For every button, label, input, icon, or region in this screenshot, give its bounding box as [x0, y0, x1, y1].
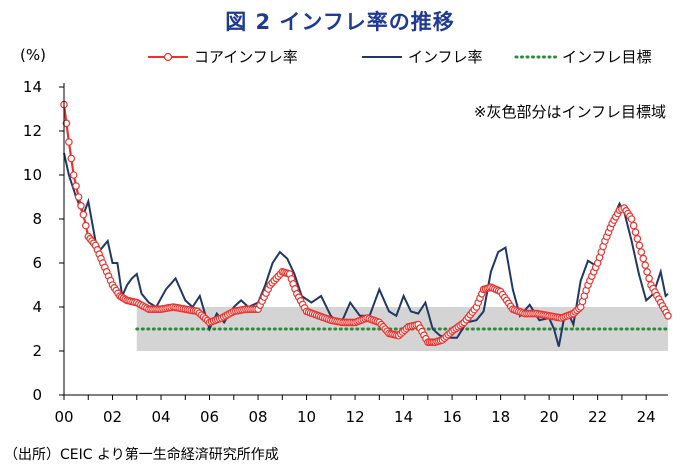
- series-point: [74, 193, 83, 201]
- series-point: [77, 202, 85, 210]
- series-point: [629, 221, 638, 230]
- legend: コアインフレ率 インフレ率 インフレ目標: [148, 48, 652, 66]
- chart-title: 図 2 インフレ率の推移: [225, 10, 455, 34]
- series-point: [639, 254, 648, 263]
- series-point: [67, 154, 76, 163]
- series-layer: [60, 100, 672, 347]
- legend-marker: [163, 52, 173, 62]
- x-tick-label: 18: [491, 408, 510, 426]
- series-point: [645, 274, 653, 283]
- x-tick-label: 02: [103, 408, 122, 426]
- y-tick-label: 6: [32, 254, 42, 272]
- y-tick-label: 2: [32, 342, 42, 360]
- y-tick-label: 0: [32, 386, 42, 404]
- x-tick-label: 24: [637, 408, 656, 426]
- series-point: [637, 248, 646, 256]
- series-point: [631, 228, 640, 237]
- y-tick-label: 14: [23, 78, 42, 96]
- legend-label-2: インフレ目標: [562, 48, 652, 66]
- y-tick-label: 12: [23, 122, 42, 140]
- series-point: [82, 221, 90, 230]
- series-point: [69, 171, 78, 179]
- x-tick-label: 04: [151, 408, 170, 426]
- y-tick-label: 8: [32, 210, 42, 228]
- y-tick-label: 4: [32, 298, 42, 316]
- source-note: （出所）CEIC より第一生命経済研究所作成: [4, 447, 279, 463]
- legend-label-0: コアインフレ率: [194, 48, 298, 66]
- target-band-annotation: ※灰色部分はインフレ目標域: [474, 103, 666, 121]
- series-point: [72, 182, 80, 190]
- legend-label-1: インフレ率: [408, 48, 483, 66]
- x-tick-label: 22: [588, 408, 607, 426]
- series-point: [62, 119, 71, 128]
- x-tick-label: 20: [540, 408, 559, 426]
- x-tick-label: 08: [249, 408, 268, 426]
- x-tick-label: 12: [346, 408, 365, 426]
- series-point: [664, 311, 672, 320]
- series-point: [633, 235, 642, 243]
- y-tick-label: 10: [23, 166, 42, 184]
- x-tick-label: 14: [394, 408, 413, 426]
- x-tick-label: 00: [54, 408, 73, 426]
- y-axis-unit: (%): [20, 46, 46, 64]
- series-point: [79, 210, 88, 219]
- x-tick-label: 10: [297, 408, 316, 426]
- series-line-1: [63, 152, 669, 347]
- series-point: [627, 215, 636, 223]
- x-tick-label: 16: [443, 408, 462, 426]
- x-tick-label: 06: [200, 408, 219, 426]
- series-point: [643, 267, 651, 276]
- series-point: [641, 261, 650, 270]
- series-point: [65, 138, 73, 146]
- series-point: [635, 241, 644, 250]
